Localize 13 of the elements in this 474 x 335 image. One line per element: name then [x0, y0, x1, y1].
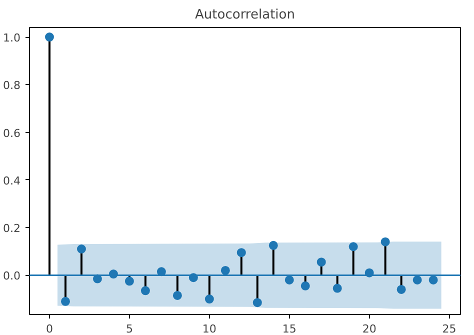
chart-title: Autocorrelation [195, 8, 295, 22]
y-tick-label: 0.8 [3, 79, 21, 92]
y-tick-label: 0.6 [3, 126, 21, 140]
x-tick-label: 25 [442, 322, 456, 335]
x-tick-label: 10 [202, 322, 216, 335]
y-tick-label: 0.0 [3, 270, 21, 283]
x-tick-label: 5 [126, 322, 133, 335]
x-tick-label: 20 [362, 322, 376, 335]
x-tick-label: 0 [46, 322, 53, 335]
y-tick-label: 0.4 [3, 174, 21, 188]
y-tick-label: 0.2 [3, 222, 21, 236]
x-tick-label: 15 [282, 322, 296, 335]
y-tick-label: 1.0 [3, 32, 21, 45]
